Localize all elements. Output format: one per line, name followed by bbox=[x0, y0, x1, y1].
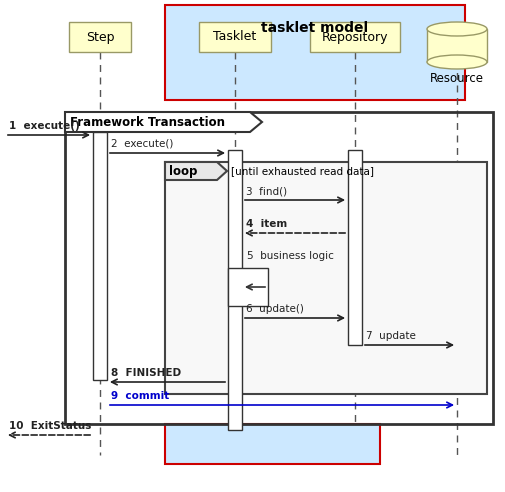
Text: Resource: Resource bbox=[429, 72, 483, 85]
Text: Step: Step bbox=[85, 31, 114, 43]
Ellipse shape bbox=[426, 22, 486, 36]
Text: 7  update: 7 update bbox=[365, 331, 415, 341]
Text: tasklet model: tasklet model bbox=[261, 21, 368, 35]
Bar bbox=[165, 5, 464, 100]
Bar bbox=[198, 22, 271, 52]
Text: Framework Transaction: Framework Transaction bbox=[70, 116, 225, 128]
Text: 10  ExitStatus: 10 ExitStatus bbox=[9, 421, 91, 431]
Polygon shape bbox=[65, 112, 262, 132]
Text: 5  business logic: 5 business logic bbox=[246, 251, 333, 261]
Polygon shape bbox=[165, 162, 227, 180]
Bar bbox=[426, 29, 486, 62]
Bar bbox=[69, 22, 131, 52]
Bar bbox=[93, 132, 107, 380]
Text: 6  update(): 6 update() bbox=[245, 304, 304, 314]
Text: 9  commit: 9 commit bbox=[111, 391, 169, 401]
Text: Tasklet: Tasklet bbox=[213, 31, 256, 43]
Bar bbox=[165, 424, 379, 464]
Text: 4  item: 4 item bbox=[245, 219, 287, 229]
Bar bbox=[165, 162, 486, 394]
Ellipse shape bbox=[426, 55, 486, 69]
Bar bbox=[228, 268, 268, 306]
Bar bbox=[228, 150, 241, 430]
Text: loop: loop bbox=[169, 164, 197, 178]
Text: 1  execute(): 1 execute() bbox=[9, 121, 80, 131]
Text: 2  execute(): 2 execute() bbox=[111, 139, 173, 149]
Text: 3  find(): 3 find() bbox=[245, 186, 286, 196]
Bar bbox=[310, 22, 399, 52]
Bar bbox=[65, 112, 492, 424]
Text: Repository: Repository bbox=[321, 31, 387, 43]
Text: [until exhausted read data]: [until exhausted read data] bbox=[231, 166, 373, 176]
Text: 8  FINISHED: 8 FINISHED bbox=[111, 368, 181, 378]
Bar bbox=[347, 150, 361, 345]
